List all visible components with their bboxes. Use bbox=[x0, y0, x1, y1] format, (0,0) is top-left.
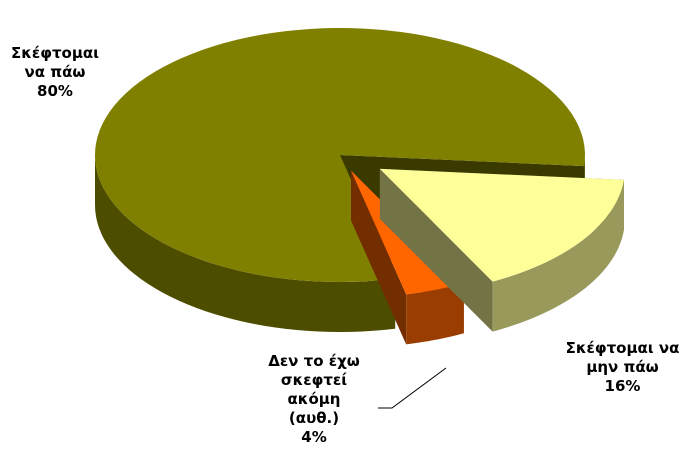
slice-label: Σκέφτομαι να πάω 80% bbox=[0, 44, 110, 101]
leader-line bbox=[378, 367, 447, 409]
pie-wall bbox=[379, 168, 493, 332]
pie-wall bbox=[351, 170, 407, 345]
category-label: Δεν το έχω σκεφτεί ακόμη (αυθ.) bbox=[268, 352, 360, 427]
value-label: 4% bbox=[301, 428, 327, 446]
pie-slice bbox=[379, 168, 624, 282]
category-label: Σκέφτομαι να πάω bbox=[10, 44, 100, 81]
value-label: 80% bbox=[37, 82, 73, 100]
pie-slice bbox=[95, 28, 585, 283]
value-label: 16% bbox=[604, 377, 641, 395]
category-label: Σκέφτομαι να μην πάω bbox=[565, 339, 680, 376]
slice-label: Δεν το έχω σκεφτεί ακόμη (αυθ.) 4% bbox=[262, 352, 366, 447]
slice-label: Σκέφτομαι να μην πάω 16% bbox=[560, 339, 685, 396]
pie-side bbox=[95, 155, 396, 332]
pie-side bbox=[406, 283, 464, 345]
pie-side bbox=[492, 179, 624, 332]
